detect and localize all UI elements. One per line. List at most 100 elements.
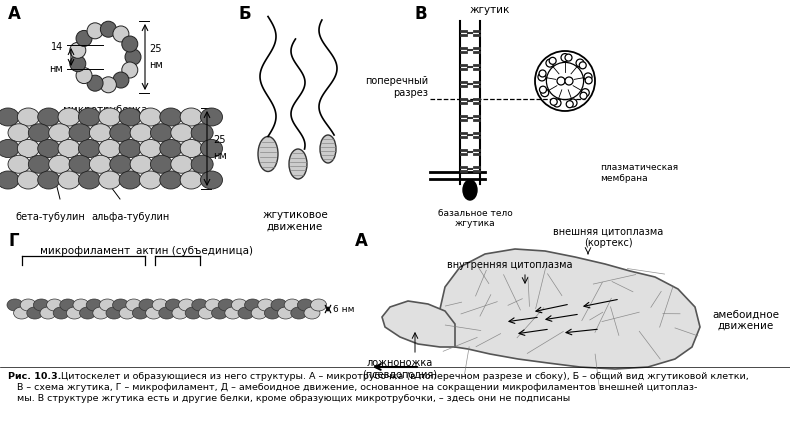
Ellipse shape <box>284 299 300 311</box>
Ellipse shape <box>86 299 102 311</box>
Ellipse shape <box>126 299 141 311</box>
Text: нм: нм <box>149 60 163 70</box>
Ellipse shape <box>271 299 287 311</box>
Ellipse shape <box>0 171 19 190</box>
Text: жгутик: жгутик <box>470 5 510 15</box>
Circle shape <box>546 60 554 68</box>
Ellipse shape <box>160 171 182 190</box>
Ellipse shape <box>70 56 86 72</box>
Ellipse shape <box>179 299 194 311</box>
Ellipse shape <box>8 125 30 142</box>
Ellipse shape <box>87 24 103 40</box>
Text: базальное тело
жгутика: базальное тело жгутика <box>438 208 513 228</box>
Text: бета-тубулин: бета-тубулин <box>15 211 85 221</box>
Ellipse shape <box>231 299 247 311</box>
Text: актин (субъединица): актин (субъединица) <box>137 246 254 256</box>
Ellipse shape <box>152 299 168 311</box>
Ellipse shape <box>160 140 182 158</box>
Ellipse shape <box>58 109 80 127</box>
Ellipse shape <box>73 299 89 311</box>
Ellipse shape <box>245 299 261 311</box>
Ellipse shape <box>150 156 172 174</box>
Ellipse shape <box>238 307 254 319</box>
Ellipse shape <box>113 299 129 311</box>
Ellipse shape <box>198 307 214 319</box>
Ellipse shape <box>291 307 307 319</box>
Ellipse shape <box>78 109 100 127</box>
Ellipse shape <box>78 171 100 190</box>
Text: микротрубочка: микротрубочка <box>62 105 147 115</box>
Ellipse shape <box>78 140 100 158</box>
Circle shape <box>565 55 572 62</box>
Circle shape <box>584 74 592 82</box>
Ellipse shape <box>38 171 60 190</box>
Circle shape <box>585 78 592 85</box>
Ellipse shape <box>277 307 294 319</box>
Ellipse shape <box>160 109 182 127</box>
Ellipse shape <box>0 140 19 158</box>
Ellipse shape <box>140 140 161 158</box>
Circle shape <box>569 100 577 108</box>
Ellipse shape <box>122 37 137 53</box>
Ellipse shape <box>40 307 56 319</box>
Ellipse shape <box>80 307 96 319</box>
Ellipse shape <box>159 307 175 319</box>
Ellipse shape <box>113 27 129 43</box>
Circle shape <box>550 99 557 106</box>
Ellipse shape <box>191 125 213 142</box>
Ellipse shape <box>258 137 278 172</box>
Ellipse shape <box>125 50 141 66</box>
Text: внешняя цитоплазма
(кортекс): внешняя цитоплазма (кортекс) <box>553 226 663 247</box>
Ellipse shape <box>13 307 29 319</box>
Ellipse shape <box>110 156 132 174</box>
Ellipse shape <box>185 307 201 319</box>
Text: 6 нм: 6 нм <box>333 305 355 314</box>
Text: 25: 25 <box>149 44 161 54</box>
Ellipse shape <box>100 78 116 94</box>
Ellipse shape <box>140 171 161 190</box>
Circle shape <box>549 58 556 65</box>
Ellipse shape <box>133 307 149 319</box>
Ellipse shape <box>119 140 141 158</box>
Ellipse shape <box>70 43 86 59</box>
Circle shape <box>539 71 546 78</box>
Ellipse shape <box>76 31 92 47</box>
Ellipse shape <box>47 299 62 311</box>
Ellipse shape <box>304 307 320 319</box>
Text: Цитоскелет и образующиеся из него структуры. А – микротрубочка (в поперечном раз: Цитоскелет и образующиеся из него структ… <box>52 371 749 380</box>
Ellipse shape <box>122 63 137 79</box>
Ellipse shape <box>33 299 50 311</box>
Ellipse shape <box>320 136 336 164</box>
Ellipse shape <box>139 299 155 311</box>
Ellipse shape <box>89 156 111 174</box>
Ellipse shape <box>258 299 274 311</box>
Text: микрофиламент: микрофиламент <box>40 246 130 256</box>
Polygon shape <box>440 250 700 369</box>
Ellipse shape <box>17 109 40 127</box>
Text: В – схема жгутика, Г – микрофиламент, Д – амебоидное движение, основанное на сок: В – схема жгутика, Г – микрофиламент, Д … <box>8 382 698 391</box>
Ellipse shape <box>8 156 30 174</box>
Circle shape <box>557 78 565 86</box>
Ellipse shape <box>310 299 326 311</box>
Ellipse shape <box>289 150 307 180</box>
Text: нм: нм <box>213 151 227 161</box>
Text: внутренняя цитоплазма: внутренняя цитоплазма <box>447 260 573 270</box>
Ellipse shape <box>140 109 161 127</box>
Ellipse shape <box>251 307 267 319</box>
Ellipse shape <box>21 299 36 311</box>
Ellipse shape <box>53 307 70 319</box>
Ellipse shape <box>113 73 129 89</box>
Text: Б: Б <box>238 5 250 23</box>
Text: поперечный
разрез: поперечный разрез <box>365 76 428 98</box>
Circle shape <box>565 78 573 86</box>
Ellipse shape <box>66 307 82 319</box>
Text: В: В <box>415 5 427 23</box>
Ellipse shape <box>106 307 122 319</box>
Ellipse shape <box>201 171 223 190</box>
Ellipse shape <box>58 171 80 190</box>
Circle shape <box>580 93 587 100</box>
Text: Г: Г <box>8 231 19 250</box>
Ellipse shape <box>171 156 193 174</box>
Ellipse shape <box>145 307 162 319</box>
Circle shape <box>566 102 574 108</box>
